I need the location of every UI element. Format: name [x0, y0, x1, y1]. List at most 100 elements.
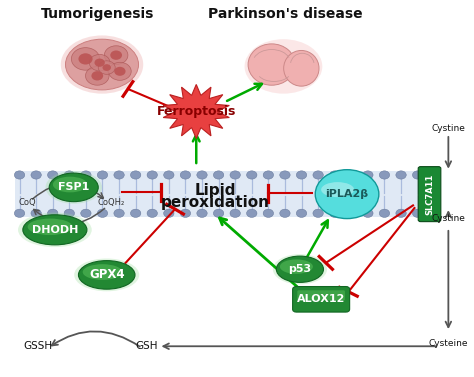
Circle shape — [379, 171, 390, 179]
Text: Cystine: Cystine — [431, 214, 465, 223]
Ellipse shape — [74, 259, 139, 291]
Text: Lipid: Lipid — [194, 183, 236, 198]
Ellipse shape — [280, 259, 313, 274]
Circle shape — [47, 171, 58, 179]
Text: GPX4: GPX4 — [89, 268, 125, 281]
Circle shape — [230, 209, 240, 218]
Circle shape — [313, 171, 323, 179]
Text: peroxidation: peroxidation — [161, 195, 270, 210]
Circle shape — [98, 61, 115, 74]
Polygon shape — [163, 84, 229, 138]
Ellipse shape — [245, 39, 322, 93]
Ellipse shape — [248, 44, 295, 85]
Circle shape — [89, 54, 110, 71]
Circle shape — [14, 171, 25, 179]
Ellipse shape — [27, 219, 73, 235]
Text: GSH: GSH — [136, 341, 158, 351]
Circle shape — [363, 209, 373, 218]
Circle shape — [85, 66, 109, 85]
Circle shape — [47, 209, 58, 218]
Circle shape — [114, 209, 124, 218]
Circle shape — [412, 209, 423, 218]
Text: FSP1: FSP1 — [58, 182, 90, 192]
Circle shape — [429, 171, 439, 179]
Ellipse shape — [276, 256, 323, 282]
Circle shape — [396, 171, 406, 179]
Text: SLC7A11: SLC7A11 — [425, 173, 434, 215]
Bar — [15, 171, 439, 218]
Circle shape — [31, 171, 41, 179]
Text: Cysteine: Cysteine — [428, 339, 468, 348]
Text: Tumorigenesis: Tumorigenesis — [41, 7, 154, 21]
Text: Parkinson's disease: Parkinson's disease — [209, 7, 363, 21]
Text: CoQ: CoQ — [18, 198, 36, 207]
Circle shape — [263, 171, 273, 179]
Circle shape — [164, 171, 174, 179]
FancyArrowPatch shape — [52, 331, 140, 346]
Circle shape — [130, 209, 141, 218]
Text: DHODH: DHODH — [32, 225, 78, 235]
Circle shape — [14, 209, 25, 218]
Circle shape — [396, 209, 406, 218]
Circle shape — [114, 67, 126, 76]
Circle shape — [246, 209, 257, 218]
Circle shape — [280, 209, 290, 218]
Circle shape — [164, 209, 174, 218]
Circle shape — [91, 71, 103, 81]
Circle shape — [363, 171, 373, 179]
Ellipse shape — [49, 173, 98, 202]
FancyBboxPatch shape — [297, 290, 345, 300]
Circle shape — [147, 171, 157, 179]
Ellipse shape — [82, 264, 122, 280]
Circle shape — [329, 209, 340, 218]
Circle shape — [79, 53, 92, 64]
Ellipse shape — [53, 177, 87, 192]
Circle shape — [313, 209, 323, 218]
Text: CoQH₂: CoQH₂ — [98, 198, 125, 207]
Circle shape — [114, 171, 124, 179]
Circle shape — [296, 209, 307, 218]
Ellipse shape — [283, 51, 319, 86]
Ellipse shape — [79, 261, 135, 289]
Circle shape — [180, 209, 191, 218]
Circle shape — [180, 171, 191, 179]
Text: p53: p53 — [288, 264, 311, 274]
Circle shape — [280, 171, 290, 179]
Circle shape — [94, 58, 105, 67]
Text: GSSH: GSSH — [24, 341, 53, 351]
Text: iPLA2β: iPLA2β — [326, 189, 369, 199]
Circle shape — [346, 171, 356, 179]
Circle shape — [110, 51, 122, 60]
Ellipse shape — [23, 215, 87, 245]
Ellipse shape — [315, 170, 379, 219]
Circle shape — [346, 209, 356, 218]
Circle shape — [412, 171, 423, 179]
Circle shape — [130, 171, 141, 179]
Text: Cystine: Cystine — [431, 124, 465, 133]
Circle shape — [109, 62, 131, 80]
Circle shape — [263, 209, 273, 218]
Circle shape — [246, 171, 257, 179]
Circle shape — [81, 171, 91, 179]
Ellipse shape — [65, 39, 138, 90]
Circle shape — [64, 209, 74, 218]
Circle shape — [72, 48, 100, 70]
Circle shape — [429, 209, 439, 218]
Circle shape — [197, 209, 207, 218]
Ellipse shape — [46, 171, 102, 204]
Ellipse shape — [321, 182, 354, 197]
Circle shape — [64, 171, 74, 179]
FancyBboxPatch shape — [292, 287, 350, 312]
Circle shape — [97, 171, 108, 179]
Circle shape — [296, 171, 307, 179]
Circle shape — [147, 209, 157, 218]
Circle shape — [102, 64, 111, 71]
Circle shape — [197, 171, 207, 179]
Ellipse shape — [18, 213, 92, 247]
Circle shape — [104, 46, 128, 64]
Circle shape — [31, 209, 41, 218]
Text: Ferroptosis: Ferroptosis — [156, 105, 236, 118]
FancyBboxPatch shape — [418, 167, 441, 222]
Circle shape — [213, 209, 224, 218]
Circle shape — [81, 209, 91, 218]
